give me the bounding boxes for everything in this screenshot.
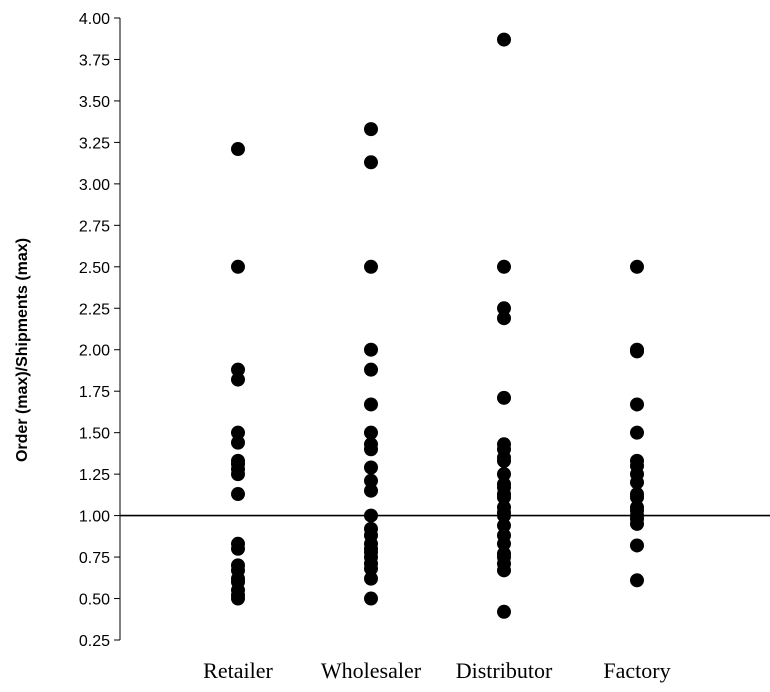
- y-tick-label: 3.25: [79, 135, 110, 152]
- data-point: [497, 604, 511, 619]
- data-point: [364, 397, 378, 412]
- data-point: [231, 435, 245, 450]
- y-tick-label: 3.50: [79, 94, 110, 111]
- y-tick-label: 1.75: [79, 384, 110, 401]
- data-point: [497, 508, 511, 523]
- data-point: [364, 259, 378, 274]
- data-point: [497, 490, 511, 505]
- y-tick-label: 2.25: [79, 301, 110, 318]
- data-point: [364, 122, 378, 137]
- data-point: [364, 508, 378, 523]
- data-point: [497, 259, 511, 274]
- data-point: [231, 259, 245, 274]
- data-point: [231, 372, 245, 387]
- y-tick-label: 2.00: [79, 343, 110, 360]
- y-tick-label: 4.00: [79, 11, 110, 28]
- y-tick-label: 2.50: [79, 260, 110, 277]
- data-point: [630, 397, 644, 412]
- data-point: [364, 342, 378, 357]
- data-point: [497, 390, 511, 405]
- data-point: [630, 516, 644, 531]
- data-point: [231, 467, 245, 482]
- y-tick-label: 2.75: [79, 218, 110, 235]
- y-tick-label: 0.50: [79, 592, 110, 609]
- y-tick-label: 1.50: [79, 426, 110, 443]
- data-point: [231, 591, 245, 606]
- data-point: [364, 442, 378, 457]
- x-tick-label: Retailer: [203, 658, 273, 683]
- data-point: [231, 142, 245, 157]
- y-tick-label: 3.00: [79, 177, 110, 194]
- data-point: [630, 344, 644, 359]
- y-tick-label: 1.00: [79, 509, 110, 526]
- x-tick-label: Distributor: [456, 658, 553, 683]
- data-point: [231, 541, 245, 556]
- data-point: [364, 561, 378, 576]
- data-point: [630, 425, 644, 440]
- data-point: [364, 483, 378, 498]
- axes: 0.25 0.50 0.75 1.00 1.25 1.50 1.75 2.00 2.25 2.50…: [79, 11, 770, 683]
- data-point: [364, 362, 378, 377]
- data-point: [364, 460, 378, 475]
- data-point: [497, 453, 511, 468]
- data-point: [231, 487, 245, 502]
- y-tick-label: 0.25: [79, 633, 110, 650]
- data-point: [497, 536, 511, 551]
- data-point: [630, 573, 644, 588]
- data-point: [630, 475, 644, 490]
- data-point: [497, 301, 511, 316]
- data-point: [364, 473, 378, 488]
- data-point: [497, 467, 511, 482]
- data-point: [497, 32, 511, 47]
- y-tick-label: 3.75: [79, 52, 110, 69]
- x-tick-label: Wholesaler: [321, 658, 422, 683]
- data-point: [497, 311, 511, 326]
- y-axis-label: Order (max)/Shipments (max): [14, 238, 31, 462]
- data-point: [231, 362, 245, 377]
- data-point: [497, 518, 511, 533]
- data-point: [630, 538, 644, 553]
- data-point: [231, 425, 245, 440]
- data-point: [364, 571, 378, 586]
- data-point: [364, 425, 378, 440]
- y-tick-label: 1.25: [79, 467, 110, 484]
- data-point: [364, 155, 378, 170]
- data-points: [231, 32, 644, 619]
- x-tick-label: Factory: [603, 658, 670, 683]
- y-tick-label: 0.75: [79, 550, 110, 567]
- data-point: [497, 563, 511, 578]
- data-point: [364, 591, 378, 606]
- data-point: [630, 259, 644, 274]
- data-point: [630, 490, 644, 505]
